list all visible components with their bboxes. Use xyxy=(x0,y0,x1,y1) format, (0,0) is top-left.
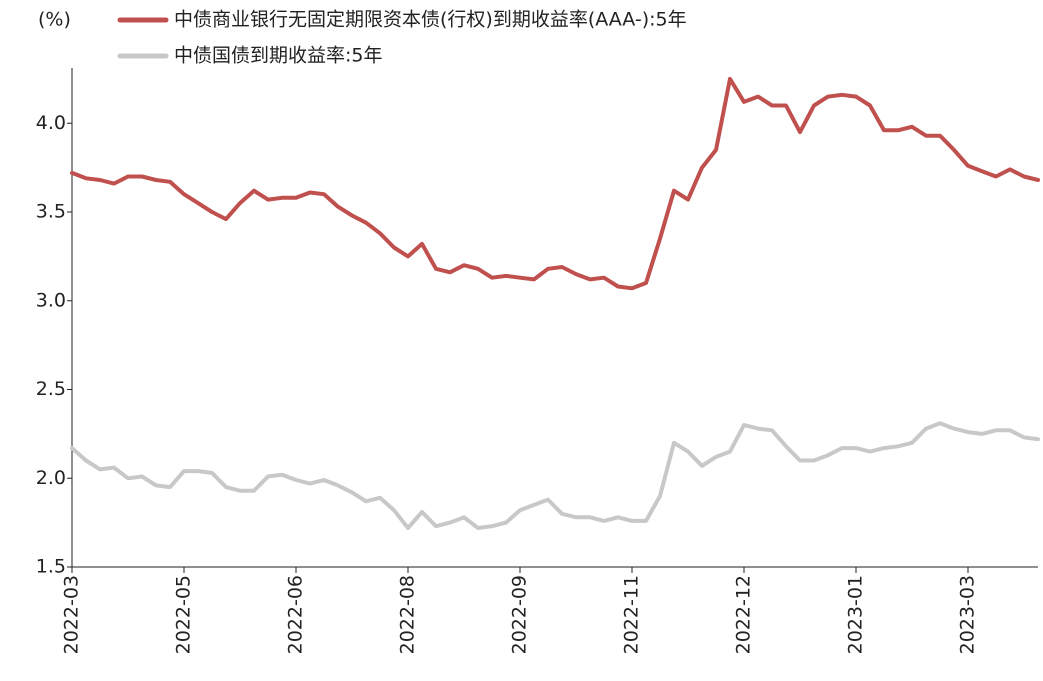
x-tick-label: 2022-08 xyxy=(397,575,419,654)
x-tick-label: 2022-11 xyxy=(621,575,643,654)
series-line xyxy=(70,421,1040,530)
x-tick-label: 2022-06 xyxy=(285,575,307,654)
x-tick-label: 2023-01 xyxy=(845,575,867,654)
x-tick-label: 2023-03 xyxy=(957,575,979,654)
y-tick-label: 1.5 xyxy=(36,556,66,578)
x-tick-label: 2022-12 xyxy=(733,575,755,654)
legend-label: 中债国债到期收益率:5年 xyxy=(174,45,383,67)
y-tick-label: 3.0 xyxy=(36,289,66,311)
y-tick-label: 2.5 xyxy=(36,378,66,400)
y-tick-label: 3.5 xyxy=(36,201,66,223)
y-tick-label: 2.0 xyxy=(36,467,66,489)
x-tick-label: 2022-09 xyxy=(509,575,531,654)
x-tick-label: 2022-03 xyxy=(61,575,83,654)
y-tick-label: 4.0 xyxy=(36,112,66,134)
legend-label: 中债商业银行无固定期限资本债(行权)到期收益率(AAA-):5年 xyxy=(174,9,687,31)
series-line xyxy=(70,76,1040,291)
x-tick-label: 2022-05 xyxy=(173,575,195,654)
y-axis-unit: (%) xyxy=(38,9,71,31)
